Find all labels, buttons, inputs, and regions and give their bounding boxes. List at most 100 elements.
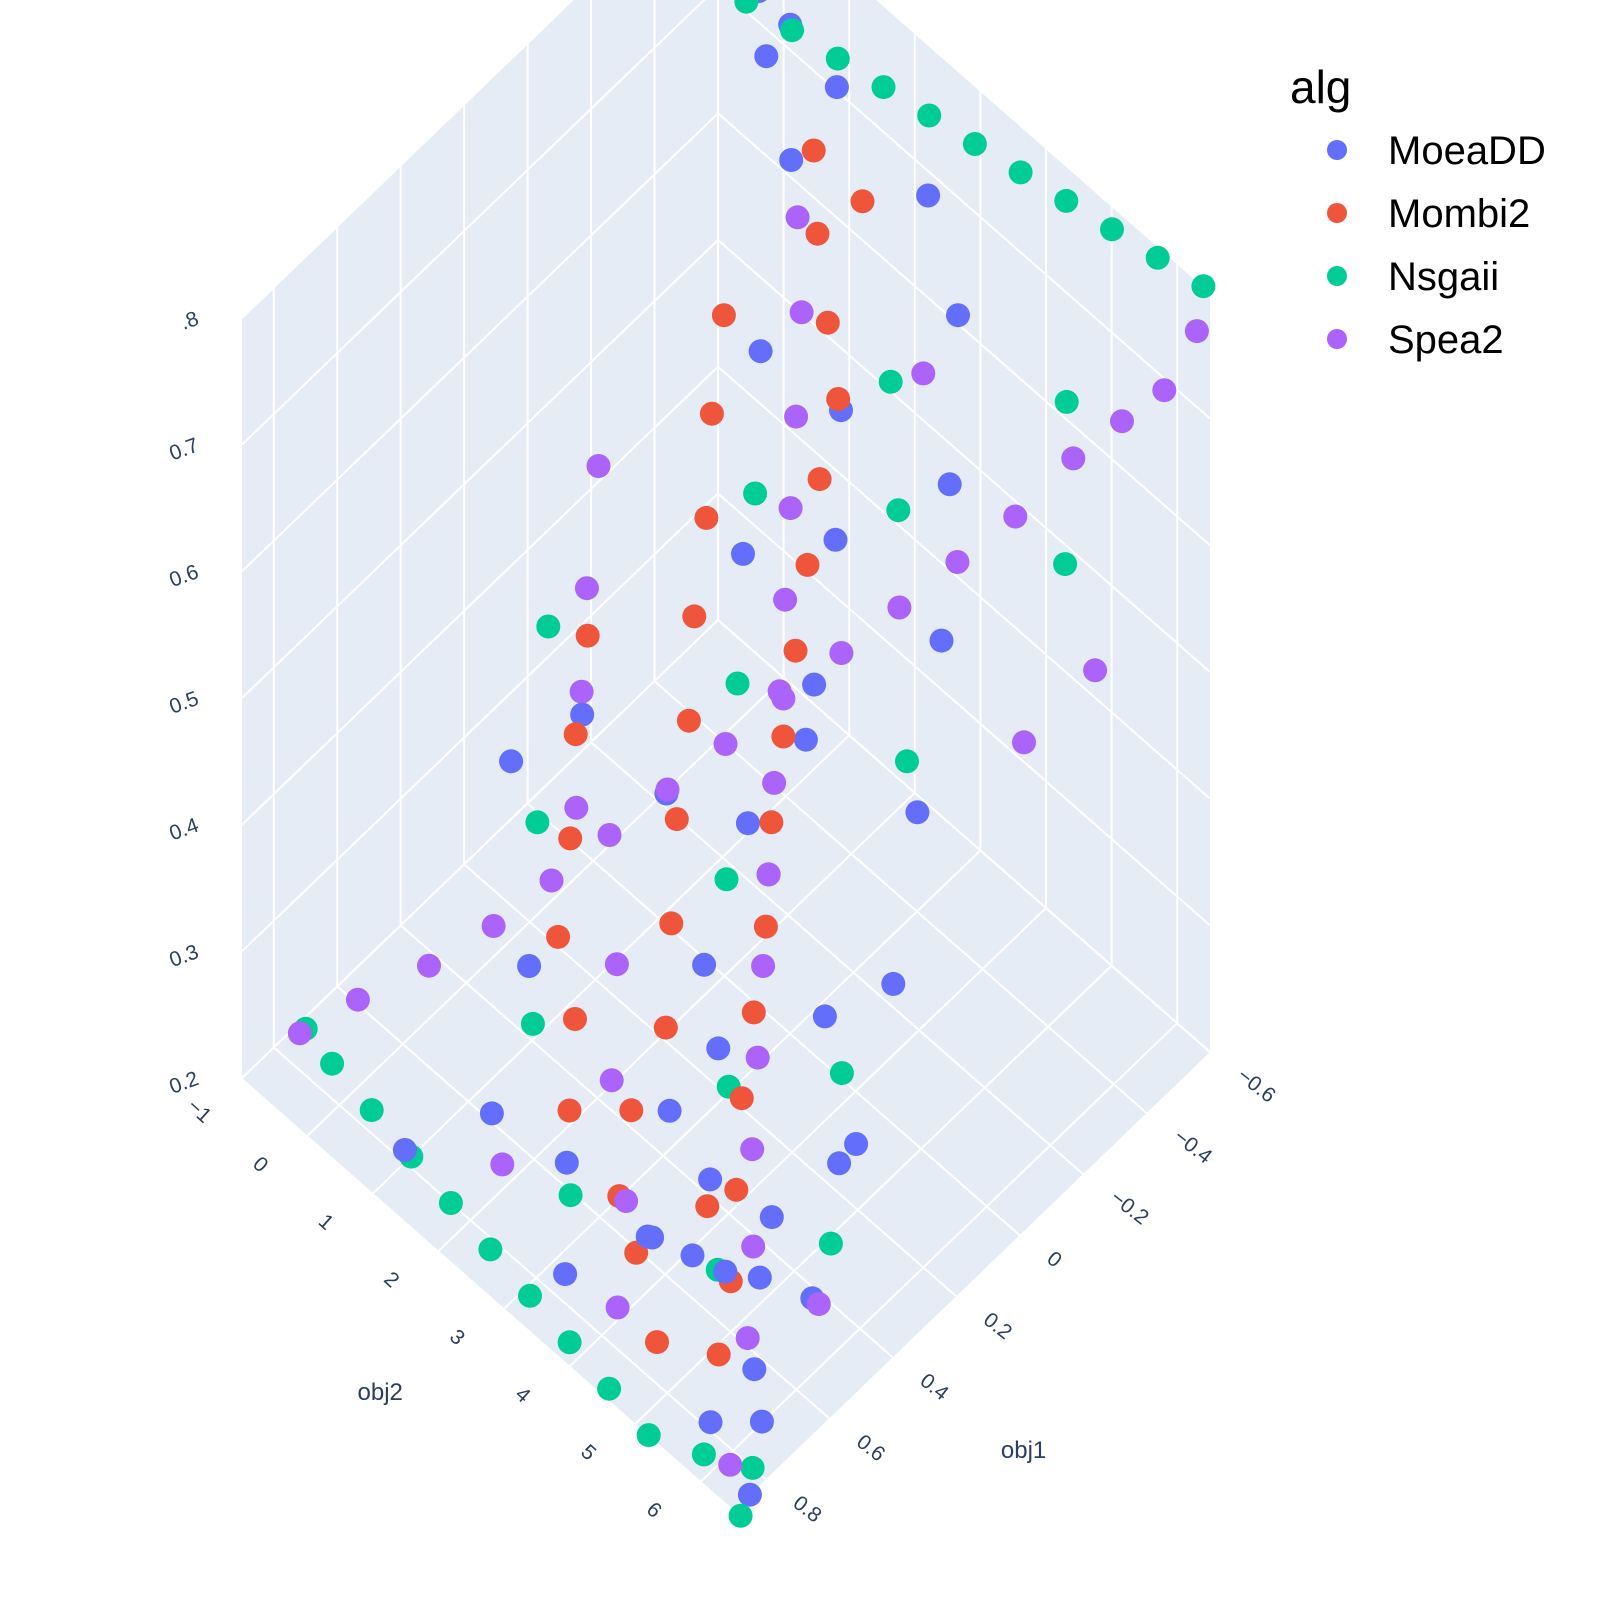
gridline-z bbox=[241, 112, 719, 573]
data-point-spea2 bbox=[490, 1152, 515, 1177]
data-point-nsgaii bbox=[725, 671, 750, 696]
data-point-nsgaii bbox=[320, 1051, 345, 1076]
data-point-mombi2 bbox=[759, 810, 784, 835]
legend-label: Nsgaii bbox=[1388, 255, 1499, 299]
y-tick-label: 5 bbox=[576, 1440, 600, 1465]
data-point-moeadd bbox=[759, 1205, 784, 1230]
data-point-spea2 bbox=[597, 823, 622, 847]
data-point-spea2 bbox=[1061, 446, 1086, 471]
floor-wall bbox=[242, 620, 1210, 1510]
data-point-moeadd bbox=[553, 1262, 578, 1287]
data-point-spea2 bbox=[574, 576, 599, 601]
legend[interactable]: alg MoeaDD Mombi2 Nsgaii Spea2 bbox=[1290, 61, 1546, 362]
data-point-moeadd bbox=[698, 1167, 723, 1192]
legend-item-moeadd[interactable]: MoeaDD bbox=[1327, 129, 1546, 173]
data-point-moeadd bbox=[881, 971, 906, 996]
gridline-y bbox=[700, 1022, 1178, 1482]
legend-item-mombi2[interactable]: Mombi2 bbox=[1327, 192, 1530, 236]
data-point-spea2 bbox=[751, 954, 776, 978]
data-point-nsgaii bbox=[895, 749, 919, 774]
data-point-moeadd bbox=[742, 1357, 767, 1382]
gridline-z bbox=[241, 0, 706, 446]
data-point-spea2 bbox=[741, 1234, 766, 1259]
data-point-nsgaii bbox=[917, 103, 942, 128]
data-point-moeadd bbox=[706, 1036, 731, 1061]
data-point-mombi2 bbox=[558, 826, 583, 851]
data-point-nsgaii bbox=[962, 132, 987, 156]
y-tick-label: 4 bbox=[511, 1383, 535, 1408]
data-point-nsgaii bbox=[636, 1423, 661, 1448]
gridline-x bbox=[526, 802, 1021, 1236]
data-point-nsgaii bbox=[478, 1237, 503, 1262]
data-point-spea2 bbox=[773, 587, 798, 612]
legend-label: Mombi2 bbox=[1388, 192, 1530, 236]
data-point-mombi2 bbox=[771, 724, 796, 749]
legend-item-spea2[interactable]: Spea2 bbox=[1327, 318, 1504, 362]
x-tick-label: 0.2 bbox=[979, 1308, 1016, 1344]
data-point-mombi2 bbox=[724, 1177, 749, 1202]
data-point-spea2 bbox=[569, 679, 594, 704]
data-point-nsgaii bbox=[780, 18, 805, 43]
data-point-mombi2 bbox=[645, 1330, 669, 1355]
data-point-spea2 bbox=[945, 550, 970, 574]
data-point-nsgaii bbox=[1054, 188, 1079, 213]
data-point-moeadd bbox=[916, 183, 941, 208]
gridline-z bbox=[717, 365, 1211, 800]
data-point-spea2 bbox=[789, 300, 814, 325]
data-point-moeadd bbox=[802, 672, 827, 697]
data-point-moeadd bbox=[779, 148, 804, 172]
scene-walls bbox=[242, 0, 1210, 1510]
data-point-moeadd bbox=[635, 1224, 660, 1249]
data-point-moeadd bbox=[731, 541, 755, 566]
gridline-x bbox=[273, 1046, 767, 1481]
legend-marker bbox=[1327, 266, 1347, 286]
gridline-z bbox=[241, 492, 719, 953]
gridline-y bbox=[306, 676, 785, 1137]
data-point-spea2 bbox=[599, 1068, 624, 1093]
data-point-nsgaii bbox=[714, 867, 739, 892]
gridline-z bbox=[731, 0, 1211, 420]
data-point-spea2 bbox=[771, 686, 796, 711]
data-point-spea2 bbox=[287, 1021, 312, 1046]
data-point-spea2 bbox=[778, 496, 803, 521]
data-point-moeadd bbox=[929, 628, 954, 653]
data-point-mombi2 bbox=[694, 505, 719, 530]
data-point-moeadd bbox=[905, 800, 930, 825]
data-point-nsgaii bbox=[1008, 160, 1033, 185]
legend-title: alg bbox=[1290, 61, 1351, 113]
data-point-moeadd bbox=[570, 702, 595, 727]
data-point-moeadd bbox=[737, 1482, 762, 1507]
data-point-nsgaii bbox=[1053, 552, 1078, 577]
x-tick-label: 0.6 bbox=[852, 1430, 889, 1466]
z-tick-label: 0.3 bbox=[166, 940, 201, 972]
gridline-z bbox=[241, 619, 719, 1079]
data-point-mombi2 bbox=[575, 623, 600, 648]
data-point-mombi2 bbox=[807, 467, 832, 492]
gridline-z bbox=[241, 365, 719, 826]
data-point-moeadd bbox=[748, 339, 773, 364]
data-point-mombi2 bbox=[682, 604, 707, 629]
scene-gridlines bbox=[241, 0, 1211, 1482]
y-tick-label: 6 bbox=[642, 1498, 666, 1523]
data-point-spea2 bbox=[829, 641, 854, 665]
data-point-moeadd bbox=[812, 1004, 837, 1029]
y-tick-label: 0 bbox=[248, 1152, 272, 1177]
data-point-mombi2 bbox=[801, 138, 826, 163]
data-point-nsgaii bbox=[734, 0, 759, 14]
data-point-spea2 bbox=[604, 952, 629, 977]
data-point-spea2 bbox=[586, 454, 611, 478]
data-point-spea2 bbox=[1152, 378, 1177, 403]
data-point-nsgaii bbox=[728, 1503, 753, 1528]
gridline-x bbox=[653, 680, 1148, 1114]
data-point-moeadd bbox=[517, 954, 542, 978]
data-point-spea2 bbox=[1110, 409, 1134, 434]
data-point-mombi2 bbox=[699, 401, 724, 426]
z-tick-label: .8 bbox=[177, 307, 201, 335]
legend-item-nsgaii[interactable]: Nsgaii bbox=[1327, 255, 1499, 299]
data-point-moeadd bbox=[749, 1409, 774, 1434]
legend-marker bbox=[1327, 329, 1347, 349]
data-point-mombi2 bbox=[815, 310, 840, 335]
data-point-spea2 bbox=[756, 862, 781, 887]
data-point-mombi2 bbox=[711, 303, 736, 328]
